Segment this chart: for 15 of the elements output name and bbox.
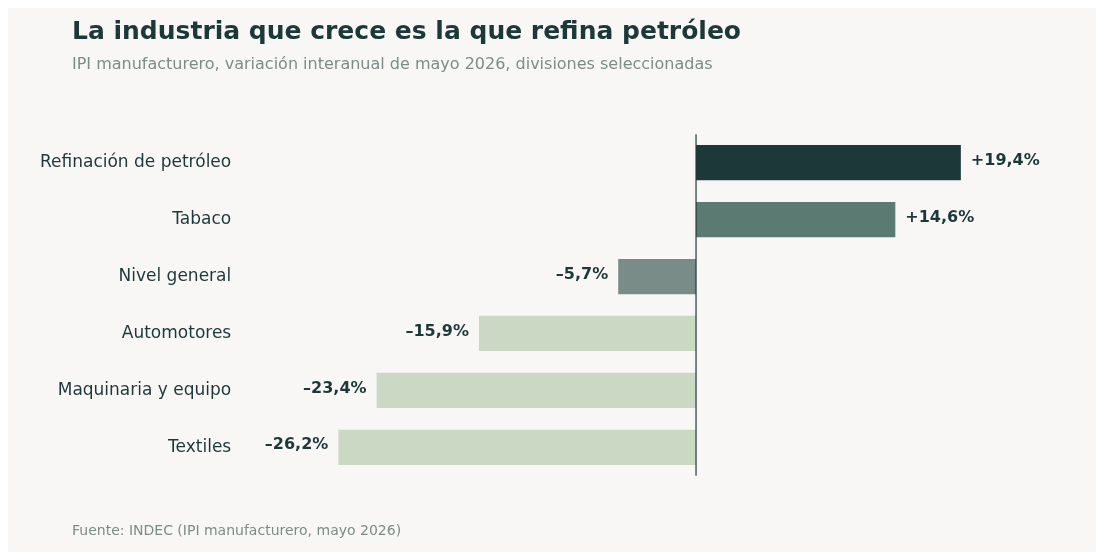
chart-title: La industria que crece es la que refina petróleo xyxy=(72,16,742,45)
y-tick-label: Tabaco xyxy=(171,208,232,229)
source-note: Fuente: INDEC (IPI manufacturero, mayo 2026) xyxy=(72,522,402,538)
y-tick-label: Maquinaria y equipo xyxy=(57,378,232,399)
chart-subtitle: IPI manufacturero, variación interanual de mayo 2026, divisiones seleccionadas xyxy=(72,54,713,73)
data-label: +19,4% xyxy=(970,149,1040,169)
y-tick-label: Automotores xyxy=(121,321,232,342)
data-label: –23,4% xyxy=(303,377,367,397)
data-label: +14,6% xyxy=(905,206,975,226)
data-label: –26,2% xyxy=(264,434,329,454)
y-tick-label: Nivel general xyxy=(118,264,232,285)
data-label: –5,7% xyxy=(555,263,609,283)
y-tick-label: Textiles xyxy=(167,435,232,456)
data-label: –15,9% xyxy=(405,320,469,340)
y-tick-label: Refinación de petróleo xyxy=(39,151,232,172)
